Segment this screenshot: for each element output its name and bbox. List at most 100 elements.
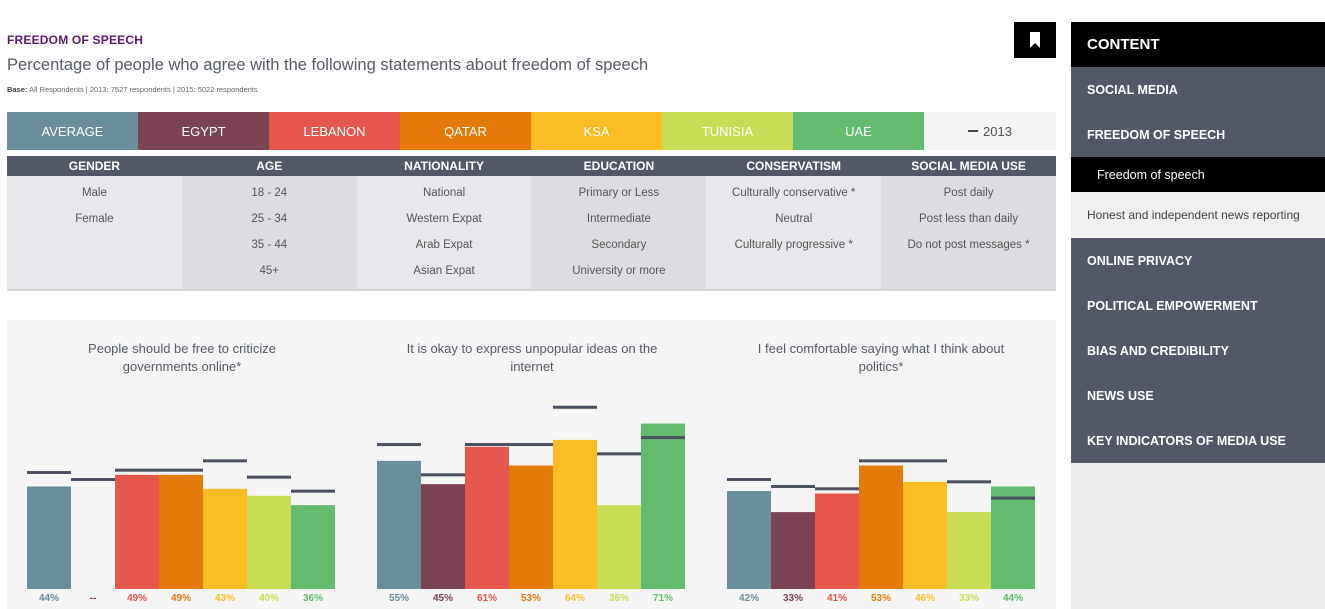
filter-option[interactable]: Asian Expat — [413, 265, 475, 277]
bar-2015 — [465, 446, 509, 589]
marker-2013 — [991, 496, 1035, 500]
legend-dash-icon — [968, 130, 979, 132]
sidebar-item-news-use[interactable]: NEWS USE — [1071, 373, 1325, 418]
filter-option[interactable]: Do not post messages * — [907, 239, 1030, 251]
sidebar-subitem-news-reporting[interactable]: Honest and independent news reporting — [1071, 192, 1325, 238]
bar-2015 — [903, 481, 947, 589]
filter-gender: GENDER Male Female — [7, 156, 182, 289]
data-label: 71% — [653, 593, 673, 604]
base-text: All Respondents | 2013: 7527 respondents… — [29, 85, 258, 94]
chart-panel: People should be free to criticize govern… — [7, 320, 1056, 609]
filter-option[interactable]: Primary or Less — [578, 187, 660, 199]
bar-2015 — [291, 505, 335, 589]
country-tab-uae[interactable]: UAE — [793, 112, 924, 150]
bookmark-button[interactable] — [1014, 22, 1056, 58]
data-label: -- — [90, 593, 97, 604]
chart-title: People should be free to criticize — [88, 341, 276, 356]
country-tab-qatar[interactable]: QATAR — [400, 112, 531, 150]
data-label: 33% — [959, 593, 979, 604]
marker-2013 — [377, 443, 421, 447]
filter-header: GENDER — [7, 156, 182, 176]
filter-option[interactable]: 18 - 24 — [251, 187, 288, 199]
data-label: 42% — [739, 593, 759, 604]
bar-2015 — [553, 439, 597, 589]
bar-2015 — [727, 491, 771, 589]
filter-option[interactable]: Intermediate — [586, 213, 651, 225]
filter-header: EDUCATION — [531, 156, 707, 176]
filter-option[interactable]: Western Expat — [406, 213, 482, 225]
marker-2013 — [71, 477, 115, 481]
bar-2015 — [115, 474, 159, 589]
filter-option[interactable]: 25 - 34 — [251, 213, 288, 225]
marker-2013 — [903, 459, 947, 463]
bar-2015 — [377, 460, 421, 589]
bar-2015 — [421, 484, 465, 589]
data-label: 36% — [303, 593, 323, 604]
bar-2015 — [641, 423, 685, 589]
bar-2015 — [247, 495, 291, 589]
sidebar-item-freedom-of-speech[interactable]: FREEDOM OF SPEECH — [1071, 112, 1325, 157]
filter-option[interactable]: National — [422, 187, 466, 199]
sidebar-item-online-privacy[interactable]: ONLINE PRIVACY — [1071, 238, 1325, 283]
filter-age: AGE 18 - 24 25 - 34 35 - 44 45+ — [181, 156, 357, 289]
country-tab-tunisia[interactable]: TUNISIA — [662, 112, 793, 150]
country-tab-lebanon[interactable]: LEBANON — [269, 112, 400, 150]
filter-social-media-use: SOCIAL MEDIA USE Post daily Post less th… — [881, 156, 1056, 289]
data-label: 53% — [521, 593, 541, 604]
filter-option[interactable]: Culturally progressive * — [734, 239, 853, 251]
filter-option[interactable]: Neutral — [775, 213, 813, 225]
data-label: 55% — [389, 593, 409, 604]
filter-option[interactable]: Culturally conservative * — [732, 187, 856, 199]
marker-2013 — [159, 468, 203, 472]
data-label: 43% — [215, 593, 235, 604]
sidebar-subitem-freedom-of-speech[interactable]: Freedom of speech — [1071, 157, 1325, 192]
marker-2013 — [465, 443, 509, 447]
filter-option[interactable]: Male — [81, 187, 107, 199]
marker-2013 — [727, 477, 771, 481]
sidebar-item-bias-and-credibility[interactable]: BIAS AND CREDIBILITY — [1071, 328, 1325, 373]
bar-2015 — [203, 488, 247, 589]
sidebar-item-social-media[interactable]: SOCIAL MEDIA — [1071, 67, 1325, 112]
filter-option[interactable]: Post less than daily — [919, 213, 1019, 225]
base-label: Base: — [7, 85, 28, 94]
bar-2015 — [509, 465, 553, 589]
filter-option[interactable]: 45+ — [259, 265, 279, 277]
filter-option[interactable]: Secondary — [591, 239, 647, 251]
chart-title: governments online* — [123, 359, 242, 374]
chart-title: politics* — [859, 359, 904, 374]
data-label: 40% — [259, 593, 279, 604]
marker-2013 — [553, 405, 597, 409]
data-label: 53% — [871, 593, 891, 604]
filter-header: CONSERVATISM — [706, 156, 882, 176]
section-label: FREEDOM OF SPEECH — [7, 33, 144, 47]
bar-2015 — [771, 512, 815, 589]
chart-title: I feel comfortable saying what I think a… — [758, 341, 1005, 356]
data-label: 36% — [609, 593, 629, 604]
marker-2013 — [947, 480, 991, 484]
marker-2013 — [247, 475, 291, 479]
data-label: 61% — [477, 593, 497, 604]
country-tab-ksa[interactable]: KSA — [531, 112, 662, 150]
filter-education: EDUCATION Primary or Less Intermediate S… — [531, 156, 707, 289]
chart-title: internet — [510, 359, 554, 374]
country-tab-average[interactable]: AVERAGE — [7, 112, 138, 150]
marker-2013 — [115, 468, 159, 472]
country-selector: AVERAGE EGYPT LEBANON QATAR KSA TUNISIA … — [7, 112, 1056, 150]
sidebar-item-key-indicators[interactable]: KEY INDICATORS OF MEDIA USE — [1071, 418, 1325, 463]
data-label: 46% — [915, 593, 935, 604]
sidebar: CONTENT SOCIAL MEDIA FREEDOM OF SPEECH F… — [1071, 22, 1325, 609]
legend-label: 2013 — [983, 123, 1012, 139]
filter-header: AGE — [181, 156, 357, 176]
data-label: 44% — [1003, 593, 1023, 604]
filter-option[interactable]: Arab Expat — [415, 239, 473, 251]
filter-option[interactable]: Post daily — [943, 187, 994, 199]
filter-option[interactable]: 35 - 44 — [251, 239, 288, 251]
filter-option[interactable]: University or more — [572, 265, 666, 277]
country-tab-egypt[interactable]: EGYPT — [138, 112, 269, 150]
filter-option[interactable]: Female — [75, 213, 114, 225]
data-label: 49% — [127, 593, 147, 604]
sidebar-item-political-empowerment[interactable]: POLITICAL EMPOWERMENT — [1071, 283, 1325, 328]
marker-2013 — [597, 452, 641, 456]
data-label: 44% — [39, 593, 59, 604]
